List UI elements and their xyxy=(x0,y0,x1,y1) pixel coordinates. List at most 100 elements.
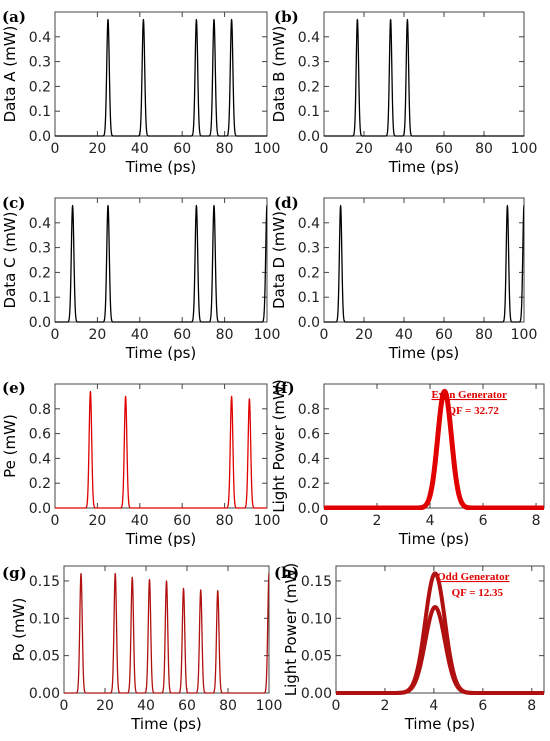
y-tick-label: 0.2 xyxy=(298,476,320,492)
series-line xyxy=(55,205,267,323)
pulse-curve xyxy=(336,571,544,695)
y-tick-label: 0.8 xyxy=(298,402,320,418)
x-tick-label: 100 xyxy=(256,698,283,714)
pulse-curve xyxy=(336,605,544,695)
y-tick-label: 0.10 xyxy=(29,611,60,627)
peak-point xyxy=(200,589,202,591)
y-tick-label: 0.1 xyxy=(29,104,51,120)
chart-panel: (a) 0 20 40 60 80 100 0.0 0.1 0.2 0.3 0.4 Time (ps) D… xyxy=(1,8,280,176)
x-tick-label: 0 xyxy=(51,141,60,157)
panel-label: (f) xyxy=(274,379,295,397)
x-tick-label: 8 xyxy=(532,513,541,529)
y-tick-label: 0.1 xyxy=(298,290,320,306)
y-axis-label: Data A (mW) xyxy=(1,26,19,123)
plot-frame xyxy=(335,565,545,694)
chart-panel: (c) 0 20 40 60 80 100 0.0 0.1 0.2 0.3 0.4 Time (ps) D… xyxy=(1,194,280,362)
x-tick-label: 100 xyxy=(254,141,281,157)
y-tick-label: 0.0 xyxy=(29,315,51,331)
panel-label: (b) xyxy=(274,8,299,26)
x-tick-label: 60 xyxy=(173,513,191,529)
x-tick-label: 80 xyxy=(475,327,493,343)
x-tick-label: 40 xyxy=(131,141,149,157)
y-tick-label: 0.1 xyxy=(298,104,320,120)
y-tick-label: 0.6 xyxy=(298,427,320,443)
y-tick-label: 0.4 xyxy=(298,216,320,232)
x-tick-label: 60 xyxy=(173,327,191,343)
x-tick-label: 6 xyxy=(479,513,488,529)
panel-label: (g) xyxy=(2,564,27,582)
y-tick-label: 0.4 xyxy=(298,451,320,467)
x-tick-label: 0 xyxy=(60,698,69,714)
x-tick-label: 20 xyxy=(355,327,373,343)
y-axis-label: Light Power (mW) xyxy=(270,379,288,512)
x-tick-label: 60 xyxy=(435,141,453,157)
y-tick-label: 0.4 xyxy=(29,451,51,467)
series-line xyxy=(55,19,267,137)
y-axis-label: Data D (mW) xyxy=(270,211,288,309)
peak-point xyxy=(506,204,508,207)
x-tick-label: 0 xyxy=(332,698,341,714)
x-tick-label: 8 xyxy=(527,698,536,714)
peak-point xyxy=(213,18,215,21)
x-tick-label: 20 xyxy=(88,513,106,529)
plot-frame xyxy=(54,383,268,509)
peak-point xyxy=(356,18,358,21)
y-tick-label: 0.2 xyxy=(298,79,320,95)
x-tick-label: 60 xyxy=(435,327,453,343)
chart-panel: (e) 0 20 40 60 80 100 0.0 0.2 0.4 0.6 0.8 Time (ps) P… xyxy=(1,379,280,548)
x-axis-label: Time (ps) xyxy=(125,530,197,548)
y-tick-label: 0.8 xyxy=(29,402,51,418)
y-tick-label: 0.00 xyxy=(301,686,332,702)
x-tick-label: 40 xyxy=(395,141,413,157)
x-tick-label: 100 xyxy=(254,513,281,529)
chart-panel: (f) 0 2 4 6 8 0.0 0.2 0.4 0.6 0.8 Time (ps) Light Po… xyxy=(270,379,545,548)
plot-frame xyxy=(54,197,268,323)
peak-point xyxy=(142,18,145,21)
x-tick-label: 60 xyxy=(173,141,191,157)
series-line xyxy=(324,205,524,323)
peak-point xyxy=(107,18,109,21)
x-tick-label: 100 xyxy=(511,327,538,343)
peak-point xyxy=(124,395,127,397)
plot-frame xyxy=(323,197,525,323)
y-tick-label: 0.4 xyxy=(29,30,51,46)
peak-point xyxy=(268,572,270,575)
x-tick-label: 40 xyxy=(137,698,155,714)
y-tick-label: 0.05 xyxy=(29,649,60,665)
x-tick-label: 20 xyxy=(355,141,373,157)
plot-frame xyxy=(54,11,268,137)
x-axis-label: Time (ps) xyxy=(125,158,197,176)
y-axis-label: Data C (mW) xyxy=(1,212,19,309)
annotation-qf: QF = 32.72 xyxy=(448,405,500,417)
y-tick-label: 0.0 xyxy=(298,129,320,145)
y-tick-label: 0.1 xyxy=(29,290,51,306)
series-line xyxy=(324,19,524,137)
y-tick-label: 0.4 xyxy=(298,30,320,46)
plot-frame xyxy=(63,565,270,694)
plot-frame xyxy=(323,11,525,137)
peak-point xyxy=(230,18,233,21)
peak-point xyxy=(266,204,268,207)
peak-point xyxy=(182,587,185,590)
peak-point xyxy=(195,18,198,21)
peak-point xyxy=(248,398,251,400)
x-tick-label: 4 xyxy=(426,513,435,529)
peak-point xyxy=(165,580,168,582)
y-tick-label: 0.10 xyxy=(301,611,332,627)
peak-point xyxy=(406,18,408,21)
panel-label: (e) xyxy=(2,379,26,397)
x-tick-label: 80 xyxy=(216,141,234,157)
peak-point xyxy=(80,572,82,575)
x-axis-label: Time (ps) xyxy=(404,715,476,733)
peak-point xyxy=(230,395,233,397)
panel-label: (d) xyxy=(274,194,299,212)
annotation-qf: QF = 12.35 xyxy=(452,587,504,599)
y-tick-label: 0.0 xyxy=(29,129,51,145)
y-axis-label: Light Power (mW) xyxy=(282,563,300,696)
y-axis-label: Pe (mW) xyxy=(1,414,19,478)
series-line xyxy=(64,573,269,694)
x-tick-label: 80 xyxy=(219,698,237,714)
y-tick-label: 0.05 xyxy=(301,649,332,665)
peak-point xyxy=(213,204,215,207)
x-tick-label: 0 xyxy=(51,327,60,343)
